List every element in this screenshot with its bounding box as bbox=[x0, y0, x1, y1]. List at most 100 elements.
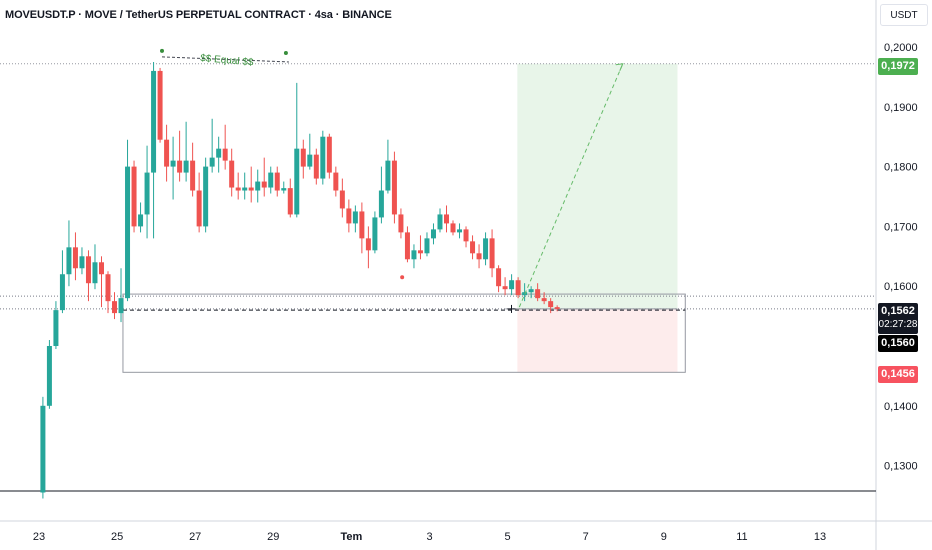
y-tick-label: 0,1900 bbox=[884, 102, 918, 114]
candle-down bbox=[476, 253, 482, 260]
candle-down bbox=[177, 160, 183, 173]
candle-up bbox=[183, 160, 189, 173]
x-tick-label: 13 bbox=[814, 531, 826, 543]
chart-title[interactable]: MOVEUSDT.P · MOVE / TetherUS PERPETUAL C… bbox=[5, 9, 392, 21]
candle-down bbox=[72, 247, 78, 269]
candle-down bbox=[190, 160, 196, 191]
candle-down bbox=[222, 148, 228, 161]
current-price-value: 0,1562 bbox=[881, 305, 915, 317]
stop-price-tag: 0,1456 bbox=[878, 366, 918, 383]
candle-down bbox=[489, 238, 495, 269]
candle-up bbox=[294, 148, 300, 215]
candle-up bbox=[268, 172, 274, 188]
candle-down bbox=[287, 188, 293, 215]
x-tick-label: 25 bbox=[111, 531, 123, 543]
candle-down bbox=[326, 136, 332, 173]
candle-down bbox=[157, 70, 163, 140]
candle-up bbox=[457, 229, 463, 233]
x-tick-label: 9 bbox=[661, 531, 667, 543]
candle-up bbox=[46, 346, 52, 406]
candle-down bbox=[548, 301, 554, 308]
candle-up bbox=[437, 214, 443, 230]
equal-highs-line[interactable] bbox=[161, 56, 289, 63]
candle-up bbox=[483, 238, 489, 260]
candle-down bbox=[85, 256, 91, 284]
candle-down bbox=[261, 181, 267, 188]
candle-up bbox=[411, 250, 417, 260]
candle-down bbox=[398, 214, 404, 233]
candle-up bbox=[352, 211, 358, 224]
candle-up bbox=[40, 405, 46, 493]
x-tick-label: 11 bbox=[736, 531, 747, 543]
y-tick-label: 0,1700 bbox=[884, 221, 918, 233]
y-tick-label: 0,1300 bbox=[884, 461, 918, 473]
candle-down bbox=[346, 208, 352, 224]
equal-highs-label: $$ Equal $$ bbox=[200, 53, 255, 69]
candle-down bbox=[496, 268, 502, 287]
candle-up bbox=[385, 160, 391, 191]
candle-up bbox=[216, 148, 222, 158]
candle-down bbox=[339, 190, 345, 209]
candle-up bbox=[509, 280, 515, 290]
candle-down bbox=[404, 232, 410, 260]
target-zone[interactable] bbox=[517, 63, 678, 309]
candle-up bbox=[320, 136, 326, 179]
candle-up bbox=[66, 247, 72, 275]
candle-up bbox=[255, 181, 261, 191]
y-tick-label: 0,2000 bbox=[884, 42, 918, 54]
candle-down bbox=[463, 229, 469, 242]
x-tick-label: 5 bbox=[505, 531, 511, 543]
candle-up bbox=[125, 166, 131, 299]
candle-down bbox=[235, 187, 241, 191]
candle-down bbox=[313, 154, 319, 179]
candle-down bbox=[98, 262, 104, 275]
candle-down bbox=[274, 172, 280, 191]
candle-up bbox=[209, 157, 215, 167]
candle-up bbox=[138, 214, 144, 227]
candle-up bbox=[528, 289, 534, 293]
candle-down bbox=[554, 307, 560, 309]
demand-zone-box[interactable] bbox=[122, 293, 686, 373]
candle-down bbox=[450, 223, 456, 233]
projection-arrow[interactable] bbox=[518, 63, 624, 308]
candle-down bbox=[105, 274, 111, 302]
candle-down bbox=[391, 160, 397, 215]
candle-down bbox=[333, 172, 339, 191]
candle-up bbox=[79, 256, 85, 269]
x-tick-label: 23 bbox=[33, 531, 45, 543]
stop-zone[interactable] bbox=[517, 308, 678, 373]
low-marker-dot bbox=[400, 275, 405, 280]
candle-up bbox=[144, 172, 150, 215]
candle-down bbox=[470, 241, 476, 254]
candle-up bbox=[151, 70, 157, 173]
candle-down bbox=[535, 289, 541, 299]
candle-down bbox=[502, 286, 508, 290]
equal-high-dot bbox=[283, 50, 288, 55]
candle-down bbox=[164, 139, 170, 167]
projection-arrow-head bbox=[615, 63, 624, 71]
candle-up bbox=[307, 154, 313, 167]
candle-up bbox=[424, 238, 430, 254]
bar-countdown: 02:27:28 bbox=[878, 319, 918, 330]
candle-up bbox=[118, 298, 124, 314]
x-tick-label: 3 bbox=[426, 531, 432, 543]
zone-price-tag: 0,1560 bbox=[878, 335, 918, 352]
currency-selector[interactable]: USDT bbox=[880, 4, 928, 26]
candle-up bbox=[430, 229, 436, 239]
current-price-tag: 0,1562 02:27:28 bbox=[878, 303, 918, 334]
candle-down bbox=[417, 250, 423, 254]
candle-down bbox=[541, 298, 547, 302]
candle-down bbox=[229, 160, 235, 188]
candle-down bbox=[359, 211, 365, 239]
candle-up bbox=[59, 274, 65, 311]
candle-up bbox=[242, 187, 248, 191]
candle-up bbox=[53, 310, 59, 346]
candle-up bbox=[372, 217, 378, 251]
candle-down bbox=[365, 238, 371, 251]
candle-down bbox=[300, 148, 306, 167]
y-tick-label: 0,1600 bbox=[884, 281, 918, 293]
candle-up bbox=[203, 166, 209, 227]
y-tick-label: 0,1400 bbox=[884, 401, 918, 413]
target-price-tag: 0,1972 bbox=[878, 58, 918, 75]
